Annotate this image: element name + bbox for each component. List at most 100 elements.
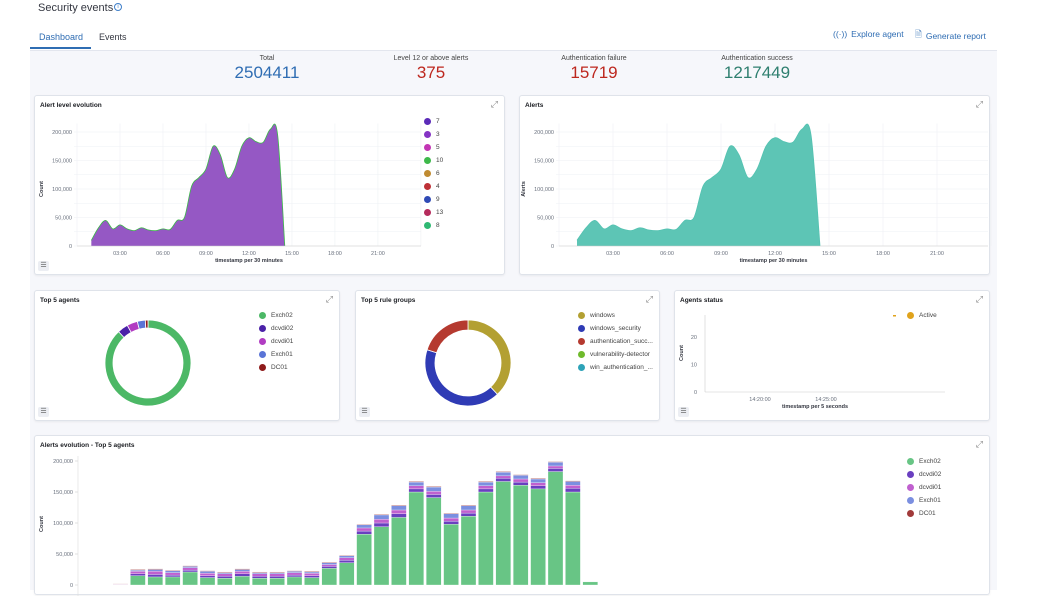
donut-slice-DC01 xyxy=(145,320,148,328)
bar-DC01 xyxy=(548,462,563,463)
legend-item[interactable]: windows xyxy=(578,309,653,322)
y-tick-label: 100,000 xyxy=(534,187,554,193)
bar-DC01 xyxy=(339,555,354,556)
bar-Exch02 xyxy=(304,578,319,585)
bar-Exch01 xyxy=(548,462,563,466)
info-icon[interactable]: i xyxy=(114,3,122,11)
bar-dcvdi02 xyxy=(165,575,180,577)
legend-item[interactable]: 4 xyxy=(424,180,443,193)
bar-Exch02 xyxy=(287,577,302,585)
bar-dcvdi02 xyxy=(513,482,528,485)
explore-agent-button[interactable]: ((·)) Explore agent xyxy=(833,29,904,39)
legend-toggle-icon[interactable]: ☰ xyxy=(359,407,370,417)
y-tick-label: 10 xyxy=(691,363,697,369)
legend-dot-icon xyxy=(424,170,431,177)
legend-item[interactable]: DC01 xyxy=(259,361,293,374)
legend-item[interactable]: authentication_succ... xyxy=(578,335,653,348)
legend-item[interactable]: 3 xyxy=(424,128,443,141)
legend-item[interactable]: 8 xyxy=(424,219,443,232)
x-tick-label: 03:00 xyxy=(113,251,127,257)
tab-dashboard[interactable]: Dashboard xyxy=(30,31,91,49)
bar-DC01 xyxy=(287,571,302,572)
bar-dcvdi01 xyxy=(322,565,337,567)
x-tick-label: 21:00 xyxy=(371,251,385,257)
legend-dot-icon xyxy=(907,484,914,491)
stat-label: Level 12 or above alerts xyxy=(351,55,511,62)
legend-item[interactable]: 6 xyxy=(424,167,443,180)
legend-toggle-icon[interactable]: ☰ xyxy=(38,261,49,271)
bar-dcvdi01 xyxy=(409,486,424,489)
bar-Exch02 xyxy=(513,485,528,585)
legend-dot-icon xyxy=(578,325,585,332)
legend-item[interactable]: 9 xyxy=(424,193,443,206)
explore-agent-label: Explore agent xyxy=(851,29,903,39)
bar-dcvdi02 xyxy=(496,478,511,481)
donut-slice-Exch02 xyxy=(105,320,191,406)
y-axis-label: Alerts xyxy=(521,181,527,197)
bar-dcvdi01 xyxy=(531,483,546,486)
area-series xyxy=(91,124,284,246)
legend-item[interactable]: dcvdi02 xyxy=(259,322,293,335)
legend-dot-icon xyxy=(907,510,914,517)
generate-report-button[interactable]: 🗎Generate report xyxy=(915,29,986,43)
legend-item[interactable]: vulnerability-detector xyxy=(578,348,653,361)
bar-Exch02 xyxy=(391,517,406,585)
legend-label: vulnerability-detector xyxy=(590,351,650,358)
legend-item[interactable]: 13 xyxy=(424,206,443,219)
legend-item[interactable]: Exch02 xyxy=(259,309,293,322)
legend-label: 7 xyxy=(436,118,440,125)
legend-toggle-icon[interactable]: ☰ xyxy=(678,407,689,417)
legend-item[interactable]: Exch01 xyxy=(259,348,293,361)
legend-item[interactable]: Active xyxy=(907,309,937,322)
y-tick-label: 100,000 xyxy=(53,521,73,527)
donut-slice-windows xyxy=(468,320,511,394)
bar-DC01 xyxy=(461,505,476,506)
legend-item[interactable]: 10 xyxy=(424,154,443,167)
bar-DC01 xyxy=(322,562,337,563)
legend-item[interactable]: 5 xyxy=(424,141,443,154)
bar-dcvdi02 xyxy=(148,574,163,576)
x-tick-label: 15:00 xyxy=(822,251,836,257)
bar-DC01 xyxy=(130,570,145,571)
bar-Exch02 xyxy=(217,578,232,585)
x-tick-label: 21:00 xyxy=(930,251,944,257)
antenna-icon: ((·)) xyxy=(833,29,847,39)
legend-item[interactable]: dcvdi01 xyxy=(259,335,293,348)
legend-item[interactable]: 7 xyxy=(424,115,443,128)
bar-Exch01 xyxy=(391,506,406,510)
stat-label: Authentication success xyxy=(677,55,837,62)
legend-item[interactable]: windows_security xyxy=(578,322,653,335)
legend-item[interactable]: dcvdi01 xyxy=(907,481,941,494)
bar-dcvdi02 xyxy=(235,574,250,576)
y-tick-label: 0 xyxy=(551,244,554,250)
legend-toggle-icon[interactable]: ☰ xyxy=(38,407,49,417)
legend-item[interactable]: Exch02 xyxy=(907,455,941,468)
bar-dcvdi02 xyxy=(200,576,215,578)
bar-Exch01 xyxy=(148,570,163,572)
bar-dcvdi02 xyxy=(565,488,580,492)
legend-label: 6 xyxy=(436,170,440,177)
legend-item[interactable]: DC01 xyxy=(907,507,941,520)
legend-dot-icon xyxy=(578,338,585,345)
legend-item[interactable]: dcvdi02 xyxy=(907,468,941,481)
x-tick-label: 18:00 xyxy=(328,251,342,257)
bar-Exch01 xyxy=(304,572,319,573)
bar-DC01 xyxy=(496,472,511,473)
bar-DC01 xyxy=(183,566,198,567)
legend-label: 8 xyxy=(436,222,440,229)
legend-item[interactable]: win_authentication_... xyxy=(578,361,653,374)
tab-events[interactable]: Events xyxy=(90,31,136,49)
legend-dot-icon xyxy=(424,144,431,151)
legend-label: windows xyxy=(590,312,615,319)
bar-Exch02 xyxy=(270,578,285,585)
legend-item[interactable]: Exch01 xyxy=(907,494,941,507)
bar-Exch02 xyxy=(548,472,563,585)
bar-Exch02 xyxy=(148,577,163,585)
legend-label: dcvdi01 xyxy=(271,338,293,345)
